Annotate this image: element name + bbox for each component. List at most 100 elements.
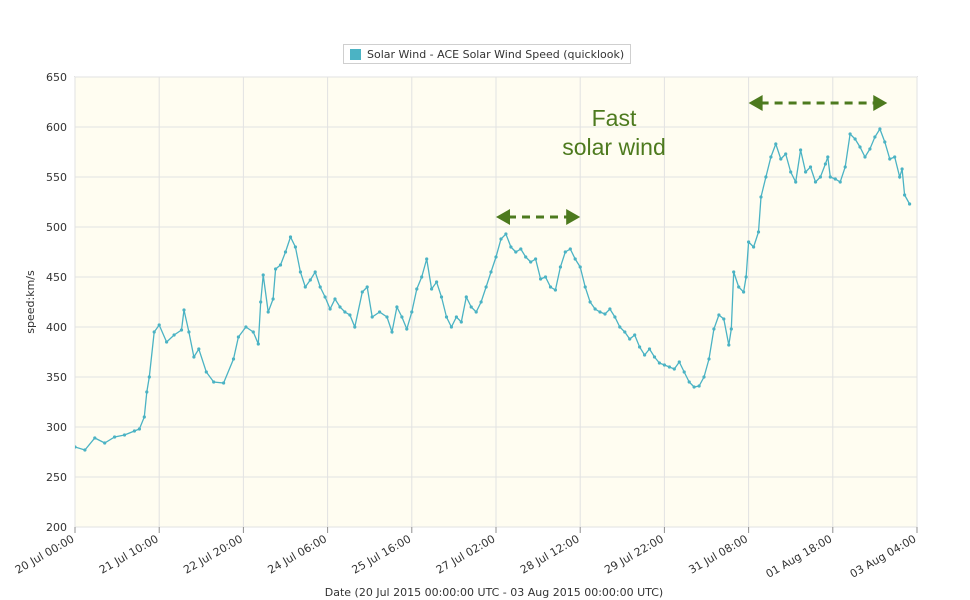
data-point[interactable]	[444, 315, 449, 319]
data-point[interactable]	[623, 330, 627, 334]
data-point[interactable]	[878, 127, 882, 131]
data-point[interactable]	[553, 288, 558, 292]
data-point[interactable]	[727, 343, 731, 347]
data-point[interactable]	[759, 195, 763, 199]
data-point[interactable]	[747, 240, 751, 244]
data-point[interactable]	[863, 155, 867, 159]
data-point[interactable]	[197, 347, 201, 351]
data-point[interactable]	[251, 330, 255, 334]
data-point[interactable]	[343, 310, 347, 314]
data-point[interactable]	[192, 355, 196, 359]
data-point[interactable]	[430, 287, 434, 291]
data-point[interactable]	[499, 237, 503, 241]
data-point[interactable]	[697, 384, 701, 388]
data-point[interactable]	[524, 255, 528, 259]
data-point[interactable]	[420, 275, 424, 279]
data-point[interactable]	[261, 273, 265, 277]
data-point[interactable]	[137, 427, 141, 431]
data-point[interactable]	[360, 290, 364, 294]
data-point[interactable]	[288, 235, 293, 239]
data-point[interactable]	[509, 245, 513, 249]
data-point[interactable]	[888, 157, 892, 161]
data-point[interactable]	[593, 307, 597, 311]
data-point[interactable]	[308, 278, 312, 282]
data-point[interactable]	[293, 245, 297, 249]
data-point[interactable]	[122, 433, 127, 437]
data-point[interactable]	[449, 325, 453, 329]
data-point[interactable]	[395, 305, 399, 309]
data-point[interactable]	[236, 335, 240, 339]
data-point[interactable]	[405, 327, 409, 331]
data-point[interactable]	[583, 285, 587, 289]
data-point[interactable]	[662, 363, 667, 367]
data-point[interactable]	[469, 305, 473, 309]
data-point[interactable]	[266, 310, 270, 314]
data-point[interactable]	[578, 265, 582, 269]
data-point[interactable]	[826, 155, 830, 159]
data-point[interactable]	[271, 297, 275, 301]
data-point[interactable]	[900, 167, 904, 171]
data-point[interactable]	[274, 267, 278, 271]
data-point[interactable]	[278, 263, 283, 267]
data-point[interactable]	[647, 347, 652, 351]
data-point[interactable]	[692, 385, 696, 389]
data-point[interactable]	[868, 147, 872, 151]
data-point[interactable]	[370, 315, 374, 319]
data-point[interactable]	[808, 165, 813, 169]
data-point[interactable]	[142, 415, 146, 419]
data-point[interactable]	[573, 257, 577, 261]
data-point[interactable]	[489, 270, 493, 274]
data-point[interactable]	[145, 390, 149, 394]
data-point[interactable]	[729, 327, 733, 331]
data-point[interactable]	[558, 265, 563, 269]
data-point[interactable]	[435, 280, 439, 284]
data-point[interactable]	[742, 290, 746, 294]
data-point[interactable]	[504, 232, 508, 236]
data-point[interactable]	[707, 357, 711, 361]
data-point[interactable]	[328, 307, 332, 311]
data-point[interactable]	[333, 297, 337, 301]
data-point[interactable]	[390, 330, 394, 334]
data-point[interactable]	[848, 132, 852, 136]
data-point[interactable]	[172, 333, 176, 337]
data-point[interactable]	[73, 445, 77, 449]
data-point[interactable]	[643, 353, 647, 357]
data-point[interactable]	[338, 305, 342, 309]
data-point[interactable]	[833, 177, 837, 181]
data-point[interactable]	[543, 275, 548, 279]
data-point[interactable]	[858, 145, 862, 149]
data-point[interactable]	[479, 300, 483, 304]
data-point[interactable]	[756, 230, 761, 234]
data-point[interactable]	[818, 175, 823, 179]
data-point[interactable]	[283, 250, 288, 254]
data-point[interactable]	[712, 327, 716, 331]
data-point[interactable]	[548, 285, 553, 289]
data-point[interactable]	[464, 295, 468, 299]
data-point[interactable]	[298, 270, 302, 274]
data-point[interactable]	[903, 193, 907, 197]
data-point[interactable]	[638, 345, 642, 349]
data-point[interactable]	[93, 436, 97, 440]
data-point[interactable]	[348, 313, 352, 317]
data-point[interactable]	[744, 275, 748, 279]
data-point[interactable]	[519, 247, 523, 251]
data-point[interactable]	[722, 317, 726, 321]
data-point[interactable]	[244, 325, 248, 329]
data-point[interactable]	[737, 285, 741, 289]
data-point[interactable]	[687, 380, 691, 384]
data-point[interactable]	[672, 367, 676, 371]
data-point[interactable]	[318, 285, 322, 289]
data-point[interactable]	[147, 375, 151, 379]
data-point[interactable]	[598, 310, 602, 314]
data-point[interactable]	[165, 340, 169, 344]
data-point[interactable]	[588, 300, 592, 304]
data-point[interactable]	[400, 315, 404, 319]
data-point[interactable]	[838, 180, 842, 184]
data-point[interactable]	[608, 307, 612, 311]
data-point[interactable]	[828, 175, 832, 179]
data-point[interactable]	[459, 320, 463, 324]
data-point[interactable]	[563, 250, 567, 254]
data-point[interactable]	[873, 135, 877, 139]
data-point[interactable]	[378, 310, 382, 314]
data-point[interactable]	[425, 257, 429, 261]
